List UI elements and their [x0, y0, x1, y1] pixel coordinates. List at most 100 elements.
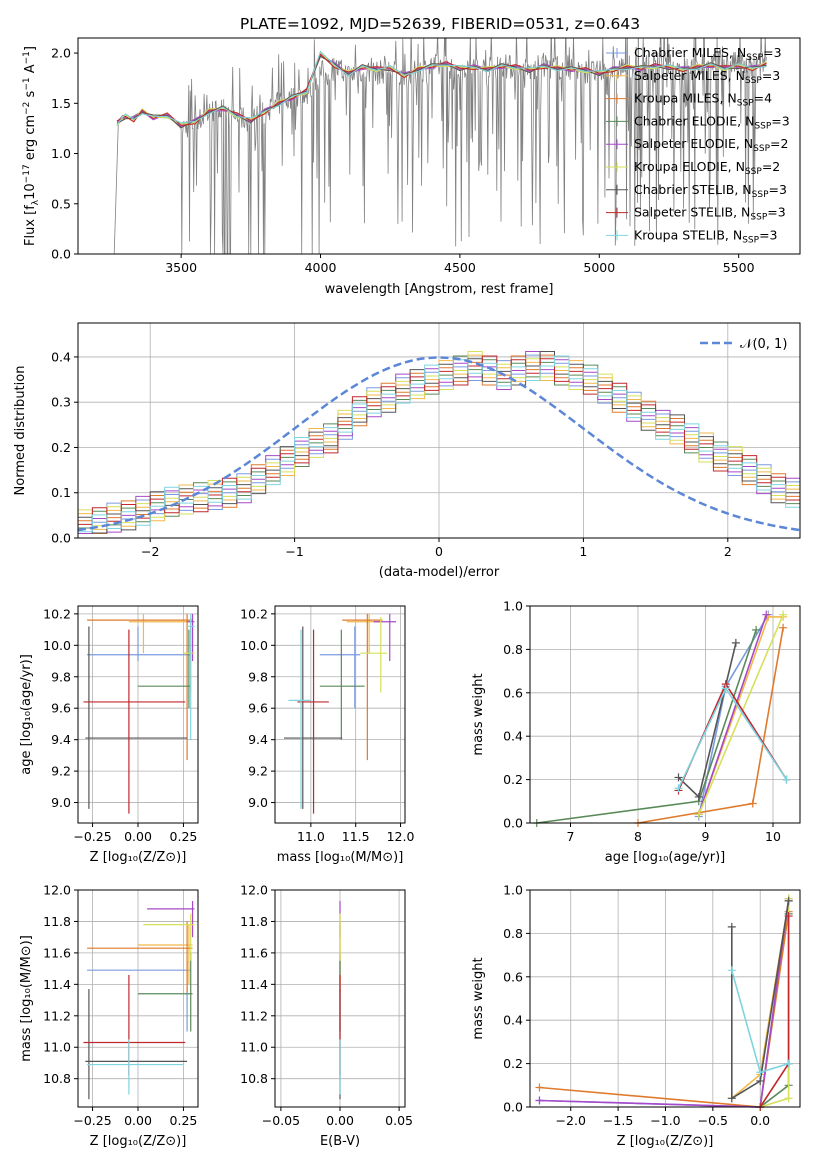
weight-vs-age-series-marker [752, 625, 761, 634]
spectrum-xlabel: wavelength [Angstrom, rest frame] [325, 282, 554, 297]
mass-vs-EBV-ytick-label: 11.8 [240, 914, 268, 929]
spectrum-model-line [116, 53, 767, 126]
residuals-histogram-series [78, 355, 800, 525]
weight-vs-age-series-marker [779, 623, 788, 632]
mass-vs-Z-ytick-label: 11.4 [43, 977, 71, 992]
spectrum-legend-label-part: =2 [770, 136, 788, 151]
mass-vs-Z-frame [77, 889, 199, 1108]
mass-vs-Z-xtick-label: −0.25 [73, 1113, 111, 1128]
spectrum-legend-label-part: =3 [763, 45, 781, 60]
age-vs-mass-xtick-label: 11.5 [342, 829, 370, 844]
weight-vs-Z-ytick-label: 0.2 [503, 1056, 523, 1071]
mass-vs-Z-ylabel: mass [log₁₀(M/M⊙)] [19, 935, 34, 1062]
spectrum-legend-label-part: SSP [746, 53, 763, 63]
spectrum-legend-label: Salpeter STELIB, NSSP=3 [634, 205, 786, 223]
spectrum-legend-label: Salpeter MILES, NSSP=3 [634, 68, 780, 86]
spectrum-legend-label: Kroupa STELIB, NSSP=3 [634, 227, 778, 245]
residuals-ytick-label: 0.3 [51, 395, 71, 410]
figure-title: PLATE=1092, MJD=52639, FIBERID=0531, z=0… [240, 15, 640, 33]
spectrum-frame [77, 37, 801, 255]
spectrum-legend-label-part: Kroupa ELODIE, N [634, 159, 745, 174]
weight-vs-Z-ytick-label: 0.6 [503, 969, 523, 984]
mass-vs-EBV-xtick-label: −0.05 [262, 1113, 300, 1128]
spectrum-ytick-label: 0.5 [51, 196, 71, 211]
weight-vs-age-series-marker [731, 638, 740, 647]
spectrum-xtick-label: 3500 [165, 260, 197, 275]
weight-vs-Z-series-marker [784, 912, 793, 921]
weight-vs-age-ytick-label: 0.6 [503, 685, 523, 700]
age-vs-mass-ytick-label: 9.8 [248, 669, 268, 684]
weight-vs-age-series-marker [694, 792, 703, 801]
mass-vs-Z-ytick-label: 10.8 [43, 1071, 71, 1086]
spectrum-legend-label-part: SSP [745, 167, 762, 177]
weight-vs-age-frame [529, 605, 801, 824]
weight-vs-age-series-marker [674, 773, 683, 782]
spectrum-ytick-label: 2.0 [51, 46, 71, 61]
age-vs-Z-ytick-label: 10.2 [43, 606, 71, 621]
mass-vs-EBV-ytick-label: 11.2 [240, 1008, 268, 1023]
spectrum-legend-label-part: =3 [771, 113, 789, 128]
spectrum-ylabel-part: −2 [22, 102, 32, 115]
weight-vs-Z-ytick-label: 0.8 [503, 926, 523, 941]
spectrum-xtick-label: 5500 [723, 260, 755, 275]
age-vs-Z-xlabel: Z [log₁₀(Z/Z⊙)] [90, 850, 187, 865]
spectrum-legend-label-part: Kroupa STELIB, N [634, 227, 742, 242]
age-vs-mass-frame [274, 605, 406, 824]
weight-vs-age-series-marker [721, 684, 730, 693]
spectrum-legend-label: Chabrier STELIB, NSSP=3 [634, 182, 787, 200]
age-vs-Z-ytick-label: 9.4 [51, 732, 71, 747]
weight-vs-age-series-marker [748, 799, 757, 808]
weight-vs-Z-xtick-label: −0.5 [698, 1113, 728, 1128]
age-vs-mass-xtick-label: 11.0 [297, 829, 325, 844]
weight-vs-Z-series-line [731, 900, 790, 1100]
weight-vs-Z-series-marker [727, 1094, 736, 1103]
mass-vs-EBV-frame [274, 889, 406, 1108]
mass-vs-Z-ytick-label: 11.0 [43, 1040, 71, 1055]
spectrum-ylabel-part: A [23, 64, 38, 77]
mass-vs-EBV-ytick-label: 11.0 [240, 1040, 268, 1055]
weight-vs-Z-series-marker [535, 1096, 544, 1105]
mass-vs-EBV-ytick-label: 11.6 [240, 945, 268, 960]
spectrum-ytick-label: 1.0 [51, 146, 71, 161]
spectrum-legend-label: Kroupa MILES, NSSP=4 [634, 91, 772, 109]
weight-vs-Z-xtick-label: −1.0 [650, 1113, 680, 1128]
weight-vs-age-xtick-label: 9 [702, 829, 710, 844]
spectrum-ylabel-part: −17 [22, 164, 32, 183]
spectrum-legend-label-part: =3 [769, 182, 787, 197]
age-vs-Z-ylabel: age [log₁₀(age/yr)] [19, 654, 34, 775]
weight-vs-age-series-marker [762, 610, 771, 619]
weight-vs-age-ytick-label: 0.0 [503, 816, 523, 831]
spectrum-ylabel: Flux [fλ10−17 erg cm−2 s−1 A−1] [22, 46, 41, 246]
spectrum-ytick-label: 1.5 [51, 96, 71, 111]
mass-vs-Z-xlabel: Z [log₁₀(Z/Z⊙)] [90, 1134, 187, 1149]
spectrum-xtick-label: 4000 [305, 260, 337, 275]
weight-vs-age-ylabel: mass weight [471, 673, 486, 755]
age-vs-mass-ytick-label: 10.0 [240, 638, 268, 653]
weight-vs-age-xtick-label: 7 [567, 829, 575, 844]
mass-vs-EBV-xlabel: E(B-V) [320, 1134, 360, 1149]
residuals-ytick-label: 0.2 [51, 440, 71, 455]
spectrum-legend-label: Chabrier MILES, NSSP=3 [634, 45, 782, 63]
spectrum-legend-label-part: SSP [753, 144, 770, 154]
residuals-xtick-label: 0 [435, 544, 443, 559]
weight-vs-Z-series-marker [727, 922, 736, 931]
spectrum-ytick-label: 0.0 [51, 247, 71, 262]
weight-vs-age-ytick-label: 0.2 [503, 772, 523, 787]
weight-vs-age-series-line [698, 614, 784, 815]
mass-vs-EBV-xtick-label: 0.00 [326, 1113, 354, 1128]
weight-vs-Z-frame [529, 889, 801, 1108]
weight-vs-Z-series-marker [784, 896, 793, 905]
spectrum-plot-area [78, 38, 767, 254]
spectrum-ylabel-part: λ [31, 199, 41, 205]
spectrum-legend-label-part: SSP [754, 121, 771, 131]
residuals-frame [77, 322, 801, 539]
weight-vs-Z-series-marker [756, 1068, 765, 1077]
weight-vs-Z-series-marker [535, 1083, 544, 1092]
spectrum-legend-label-part: =3 [762, 68, 780, 83]
weight-vs-age-series-marker [782, 775, 791, 784]
spectrum-legend-label-part: Chabrier STELIB, N [634, 182, 752, 197]
mass-vs-Z-ytick-label: 11.8 [43, 914, 71, 929]
spectrum-ylabel-part: −1 [22, 77, 32, 90]
